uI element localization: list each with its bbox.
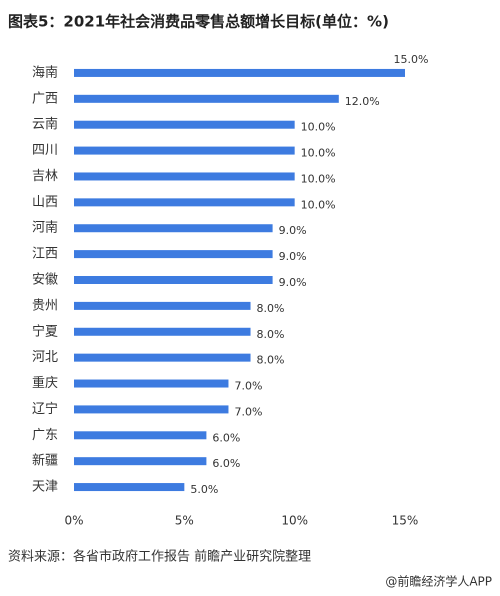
- y-tick-label: 广东: [32, 428, 58, 443]
- y-tick-label: 广西: [32, 91, 58, 106]
- y-tick-label: 贵州: [32, 298, 58, 313]
- y-tick-label: 云南: [32, 116, 58, 132]
- value-label: 9.0%: [279, 276, 307, 289]
- x-tick-label: 0%: [64, 514, 83, 528]
- y-tick-label: 河南: [32, 220, 58, 236]
- value-label: 6.0%: [212, 457, 240, 470]
- y-tick-label: 河北: [32, 350, 58, 365]
- bar: [74, 483, 185, 492]
- x-tick-label: 10%: [281, 514, 308, 528]
- y-tick-label: 山西: [32, 195, 58, 210]
- value-label: 8.0%: [257, 354, 285, 367]
- x-tick-label: 5%: [175, 514, 194, 528]
- value-label: 12.0%: [345, 95, 380, 108]
- bar: [74, 327, 251, 336]
- value-label: 10.0%: [301, 147, 336, 160]
- value-label: 8.0%: [257, 328, 285, 341]
- bar: [74, 301, 251, 310]
- value-label: 8.0%: [257, 302, 285, 315]
- bar: [74, 405, 229, 414]
- source-note: 资料来源：各省市政府工作报告 前瞻产业研究院整理: [8, 549, 311, 565]
- bar: [74, 172, 295, 181]
- y-tick-label: 天津: [32, 480, 58, 495]
- bar: [74, 353, 251, 362]
- value-label: 6.0%: [212, 431, 240, 444]
- y-tick-label: 四川: [32, 143, 58, 158]
- bar: [74, 457, 207, 466]
- y-tick-label: 吉林: [32, 169, 58, 184]
- bar: [74, 379, 229, 388]
- y-tick-label: 辽宁: [32, 401, 58, 417]
- bar: [74, 250, 273, 259]
- value-label: 10.0%: [301, 198, 336, 211]
- bar: [74, 120, 295, 129]
- y-tick-label: 江西: [32, 247, 58, 262]
- bar: [74, 224, 273, 233]
- value-label: 15.0%: [394, 53, 429, 66]
- value-label: 9.0%: [279, 250, 307, 263]
- value-label: 9.0%: [279, 224, 307, 237]
- bar: [74, 68, 405, 77]
- y-tick-label: 安徽: [32, 273, 58, 288]
- value-label: 10.0%: [301, 121, 336, 134]
- y-tick-label: 宁夏: [32, 323, 58, 339]
- y-tick-label: 重庆: [32, 375, 58, 391]
- bar: [74, 431, 207, 440]
- value-label: 7.0%: [234, 380, 262, 393]
- bar: [74, 198, 295, 207]
- x-tick-label: 15%: [392, 514, 419, 528]
- value-label: 7.0%: [234, 405, 262, 418]
- value-label: 5.0%: [190, 483, 218, 496]
- value-label: 10.0%: [301, 172, 336, 185]
- y-tick-label: 新疆: [32, 453, 58, 469]
- y-tick-label: 海南: [32, 64, 58, 80]
- footer: @前瞻经济学人APP: [385, 574, 492, 589]
- bar: [74, 276, 273, 284]
- chart-title: 图表5：2021年社会消费品零售总额增长目标(单位：%): [8, 13, 389, 31]
- bar: [74, 146, 295, 155]
- bar: [74, 94, 339, 103]
